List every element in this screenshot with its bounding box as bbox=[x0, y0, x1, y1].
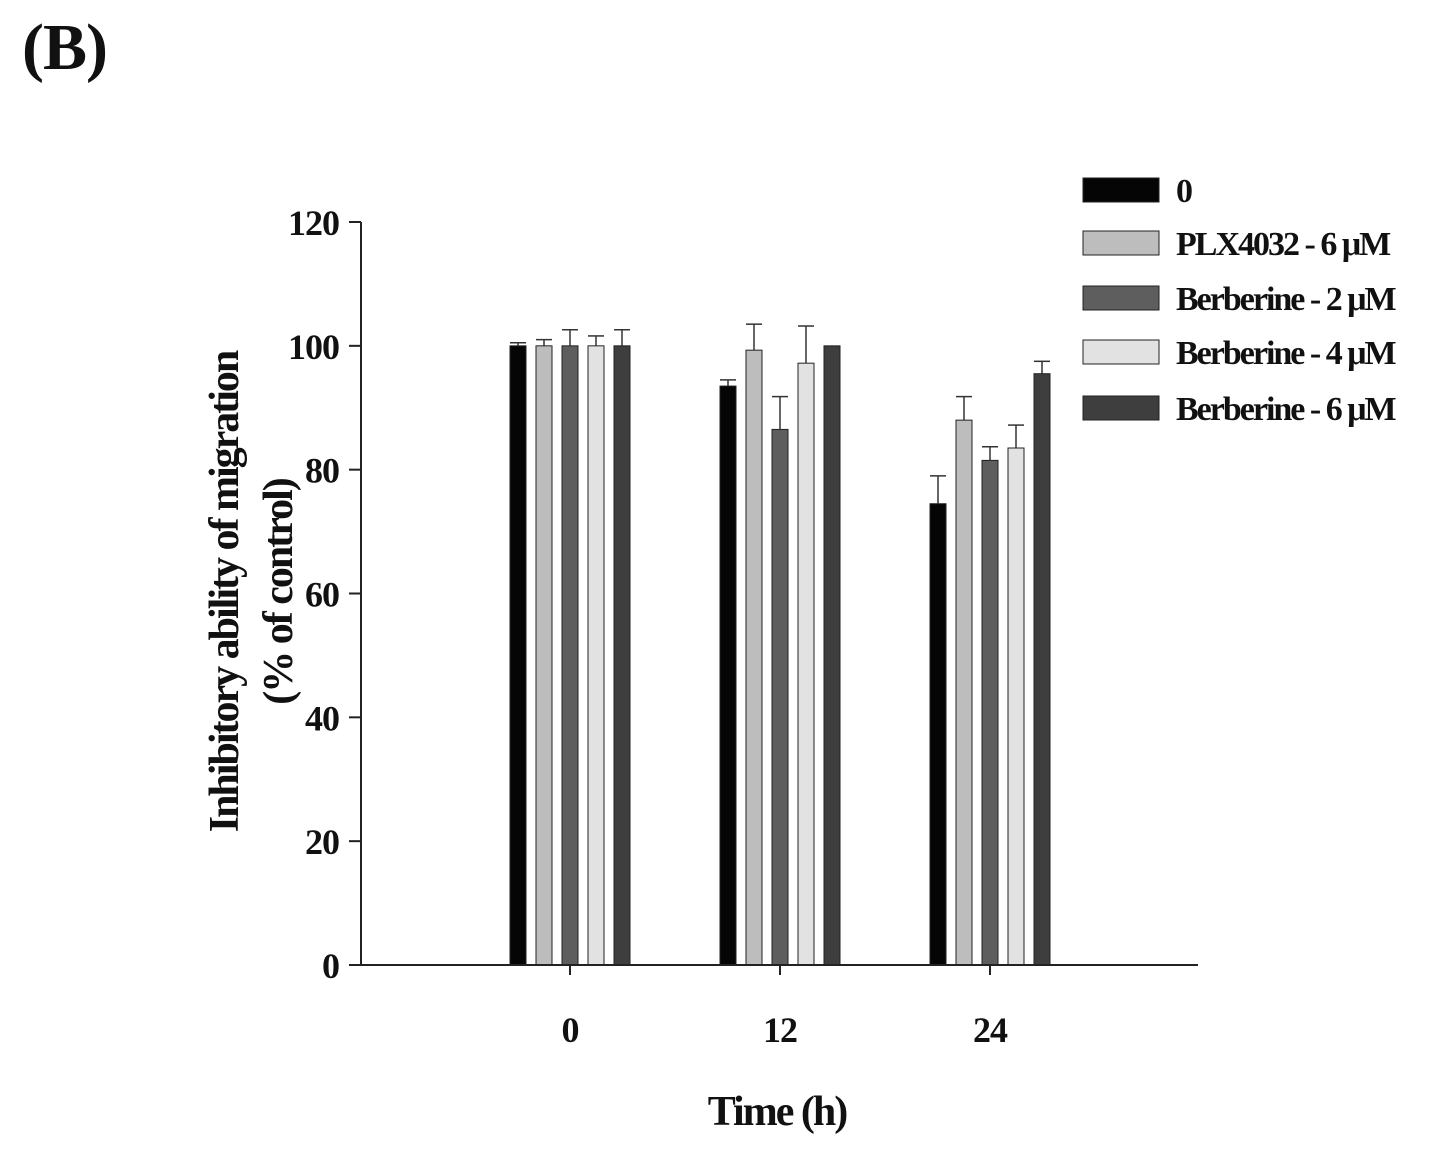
legend: 0 PLX4032 - 6 μM Berberine - 2 μM Berberine… bbox=[1082, 173, 1398, 428]
y-tick-label: 0 bbox=[322, 946, 339, 986]
bar bbox=[955, 419, 973, 966]
x-axis-title: Time (h) bbox=[708, 1089, 847, 1135]
legend-label: PLX4032 - 6 μM bbox=[1176, 226, 1391, 263]
y-tick-label: 40 bbox=[305, 698, 339, 738]
bar bbox=[823, 345, 841, 966]
legend-swatch bbox=[1082, 339, 1160, 365]
bar bbox=[719, 385, 737, 966]
x-tick-label: 0 bbox=[562, 1010, 579, 1050]
bars-layer bbox=[509, 323, 1051, 966]
y-ticks: 0 20 40 60 80 100 120 bbox=[288, 203, 361, 986]
legend-label: Berberine - 2 μM bbox=[1176, 281, 1396, 318]
y-axis-title-line2: (% of control) bbox=[256, 478, 302, 705]
bar bbox=[797, 362, 815, 966]
bar bbox=[509, 345, 527, 966]
legend-swatch bbox=[1082, 177, 1160, 203]
legend-swatch bbox=[1082, 230, 1160, 256]
legend-label: Berberine - 4 μM bbox=[1176, 335, 1396, 372]
y-tick-label: 20 bbox=[305, 822, 339, 862]
x-tick-label: 12 bbox=[763, 1010, 797, 1050]
x-ticks: 0 12 24 bbox=[562, 965, 1009, 1050]
legend-swatch bbox=[1082, 285, 1160, 311]
y-tick-label: 100 bbox=[288, 327, 339, 367]
x-tick-label: 24 bbox=[973, 1010, 1008, 1050]
legend-label: 0 bbox=[1176, 173, 1192, 210]
bar bbox=[1033, 373, 1051, 966]
bar bbox=[587, 345, 605, 966]
legend-swatch bbox=[1082, 395, 1160, 421]
y-tick-label: 80 bbox=[305, 451, 339, 491]
bar bbox=[981, 459, 999, 966]
y-tick-label: 120 bbox=[288, 203, 339, 243]
bar bbox=[1007, 447, 1025, 966]
legend-label: Berberine - 6 μM bbox=[1176, 391, 1396, 428]
bar bbox=[745, 349, 763, 966]
y-tick-label: 60 bbox=[305, 575, 339, 615]
bar bbox=[561, 345, 579, 966]
panel-label: (B) bbox=[22, 11, 108, 84]
y-axis-title: Inhibitory ability of migration bbox=[202, 350, 248, 832]
bar bbox=[613, 345, 631, 966]
bar bbox=[929, 503, 947, 966]
bar bbox=[771, 428, 789, 966]
bar bbox=[535, 345, 553, 966]
